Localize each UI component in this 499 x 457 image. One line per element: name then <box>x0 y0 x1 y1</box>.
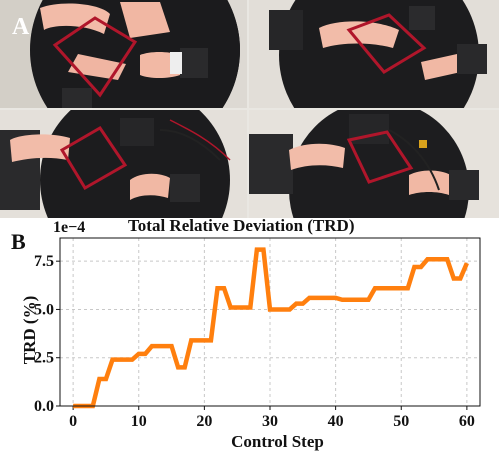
plot-frame <box>59 237 481 407</box>
photo-grid: A <box>0 0 499 218</box>
chart-title: Total Relative Deviation (TRD) <box>128 216 355 235</box>
panel-label-b: B <box>11 229 26 254</box>
axis-ticks: 0 10 20 30 40 50 60 0.0 2.5 5.0 7.5 <box>34 253 475 430</box>
y-axis-multiplier: 1e−4 <box>53 219 86 236</box>
series-line-0 <box>73 247 469 409</box>
x-tick-label: 10 <box>131 413 147 430</box>
photo-bottom-left <box>0 110 247 218</box>
panel-label-a: A <box>12 14 30 40</box>
x-tick-label: 30 <box>262 413 278 430</box>
y-tick-label: 0.0 <box>34 398 54 415</box>
photo-top-left <box>0 0 247 108</box>
y-tick-label: 5.0 <box>34 301 54 318</box>
x-tick-label: 40 <box>328 413 344 430</box>
x-tick-label: 50 <box>393 413 409 430</box>
photo-bottom-right <box>249 110 499 218</box>
series-line-layer <box>73 247 469 409</box>
y-tick-label: 2.5 <box>34 350 54 367</box>
x-tick-label: 60 <box>459 413 475 430</box>
x-tick-label: 20 <box>196 413 212 430</box>
grid <box>60 238 480 407</box>
x-axis-label: Control Step <box>231 432 324 451</box>
x-tick-label: 0 <box>69 413 77 430</box>
y-tick-label: 7.5 <box>34 253 54 270</box>
photo-top-right <box>249 0 499 108</box>
